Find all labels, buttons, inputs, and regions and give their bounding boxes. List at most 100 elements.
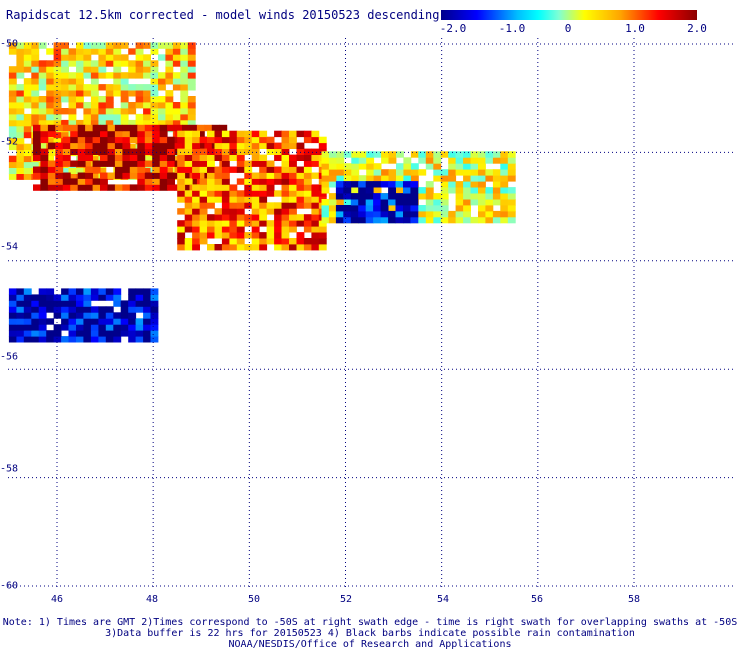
wind-difference-cell [274,214,282,221]
wind-difference-cell [152,124,161,132]
wind-difference-cell [485,157,494,164]
wind-difference-cell [135,42,144,49]
wind-difference-cell [144,130,153,138]
wind-difference-cell [281,238,290,245]
wind-difference-cell [47,172,56,179]
wind-difference-cell [318,136,327,144]
wind-difference-cell [274,208,282,215]
wind-difference-cell [507,216,516,224]
wind-difference-cell [448,169,457,176]
wind-difference-cell [150,318,159,325]
wind-difference-cell [61,60,69,67]
wind-difference-cell [167,172,175,179]
wind-difference-cell [214,166,223,173]
wind-difference-cell [259,238,268,245]
wind-difference-cell [358,210,367,218]
wind-difference-cell [365,193,374,200]
wind-difference-cell [289,184,297,191]
wind-difference-cell [507,157,516,164]
wind-difference-cell [172,72,181,79]
wind-difference-cell [433,163,442,170]
wind-difference-cell [274,232,282,239]
wind-difference-cell [433,216,442,224]
wind-difference-cell [380,193,389,200]
wind-difference-cell [199,214,208,221]
lon-label: 56 [530,594,544,605]
wind-difference-cell [8,318,17,325]
wind-difference-cell [113,288,122,295]
wind-difference-cell [229,148,238,155]
wind-difference-cell [303,226,312,233]
wind-difference-cell [403,175,412,182]
wind-difference-cell [303,130,312,138]
wind-difference-cell [365,181,374,188]
wind-difference-cell [365,187,374,194]
wind-difference-cell [122,124,131,132]
wind-difference-cell [159,142,168,149]
wind-difference-cell [187,108,196,115]
wind-difference-cell [180,78,189,85]
wind-difference-cell [358,187,367,194]
wind-difference-cell [266,220,275,227]
wind-difference-cell [478,163,486,170]
wind-difference-cell [259,220,268,227]
wind-difference-cell [388,175,397,182]
wind-difference-cell [152,154,161,161]
wind-difference-cell [251,196,260,203]
wind-difference-cell [289,166,297,173]
wind-difference-cell [16,42,25,49]
wind-difference-cell [433,175,442,182]
wind-difference-cell [311,238,320,245]
wind-difference-cell [150,48,159,55]
wind-difference-cell [16,72,25,79]
wind-difference-cell [184,220,193,227]
wind-difference-cell [266,166,275,173]
wind-difference-cell [180,42,189,49]
wind-difference-cell [281,154,290,161]
wind-difference-cell [410,199,419,206]
wind-difference-cell [507,205,516,212]
wind-difference-cell [165,48,174,55]
wind-difference-cell [114,136,123,144]
wind-difference-cell [152,142,161,149]
wind-difference-cell [158,84,166,91]
wind-difference-cell [440,216,449,224]
wind-difference-cell [33,124,41,132]
wind-difference-cell [129,136,138,144]
colorbar [441,10,697,20]
wind-difference-cell [463,175,471,182]
wind-difference-cell [381,151,389,158]
wind-difference-cell [16,125,25,133]
wind-difference-cell [199,190,208,197]
wind-difference-cell [120,324,129,331]
wind-difference-cell [31,300,40,307]
wind-difference-cell [76,294,84,301]
wind-difference-cell [236,190,245,197]
wind-difference-cell [425,216,434,224]
wind-difference-cell [177,196,186,203]
wind-difference-cell [144,124,153,132]
colorbar-tick-label: 1.0 [625,22,645,35]
wind-difference-cell [68,48,77,55]
wind-difference-cell [76,167,84,174]
wind-difference-cell [259,154,268,161]
wind-difference-cell [90,336,99,343]
wind-difference-cell [229,214,238,221]
wind-difference-cell [184,244,193,251]
wind-difference-cell [128,318,137,325]
wind-difference-cell [214,148,223,155]
wind-difference-cell [100,142,108,149]
wind-difference-cell [180,113,189,121]
wind-difference-cell [100,148,108,155]
wind-difference-cell [395,210,404,218]
wind-difference-cell [152,184,161,191]
wind-difference-cell [113,330,122,337]
wind-difference-cell [172,102,181,109]
wind-difference-cell [8,143,17,151]
wind-difference-cell [83,48,92,55]
wind-difference-cell [8,155,17,163]
wind-difference-cell [492,216,501,224]
wind-difference-cell [184,214,193,221]
wind-difference-cell [296,238,305,245]
wind-difference-cell [492,181,501,188]
